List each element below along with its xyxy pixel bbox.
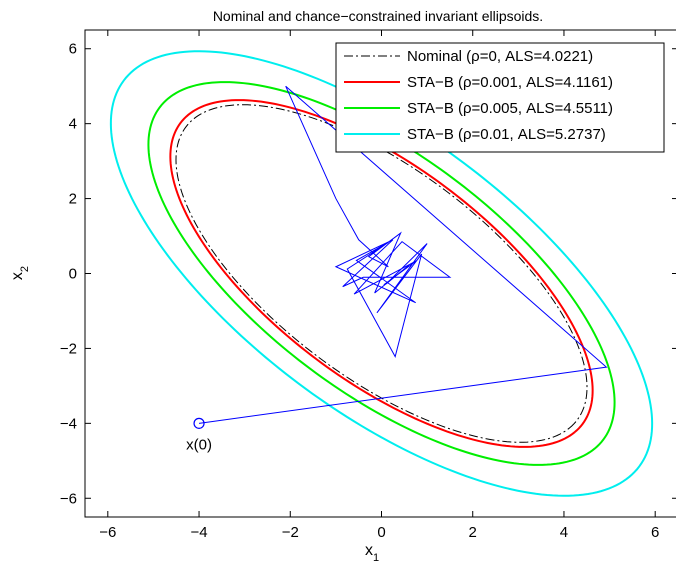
y-axis-label: x2: [9, 266, 31, 280]
legend: Nominal (ρ=0, ALS=4.0221) STA−B (ρ=0.001,…: [335, 42, 665, 153]
y-tick-label: 2: [69, 191, 77, 208]
start-point-marker: [193, 417, 205, 429]
x-tick-label: −4: [190, 524, 207, 541]
legend-label: STA−B (ρ=0.01, ALS=5.2737): [407, 126, 606, 143]
chart-title: Nominal and chance−constrained invariant…: [213, 8, 543, 24]
y-axis-label-base: x: [9, 272, 26, 280]
y-tick-label: −4: [60, 415, 77, 432]
x-tick-label: −2: [282, 524, 299, 541]
y-tick-label: 6: [69, 41, 77, 58]
x-axis-label-subscript: 1: [373, 552, 379, 564]
y-tick-label: 4: [69, 116, 77, 133]
x-tick-label: −6: [99, 524, 116, 541]
y-axis-label-group: x2: [9, 266, 31, 280]
axis-ticks: [85, 30, 676, 517]
y-tick-label: 0: [69, 266, 77, 283]
plot-curves: x(0): [109, 50, 654, 497]
y-tick-labels: −6 −4 −2 0 2 4 6: [60, 41, 77, 508]
legend-label: Nominal (ρ=0, ALS=4.0221): [407, 48, 593, 65]
series-line: [109, 50, 654, 497]
x-tick-label: 6: [651, 524, 659, 541]
x-tick-label: 4: [560, 524, 568, 541]
trajectory-line: [198, 85, 608, 424]
x-tick-label: 2: [469, 524, 477, 541]
start-point-label: x(0): [186, 436, 212, 453]
y-axis-label-subscript: 2: [19, 266, 31, 272]
y-tick-label: −6: [60, 490, 77, 507]
series-line: [169, 99, 594, 448]
legend-label: STA−B (ρ=0.005, ALS=4.5511): [407, 100, 613, 117]
x-tick-labels: −6 −4 −2 0 2 4 6: [99, 524, 659, 541]
x-axis-label-base: x: [365, 542, 373, 559]
legend-label: STA−B (ρ=0.001, ALS=4.1161): [407, 74, 613, 91]
y-tick-label: −2: [60, 340, 77, 357]
x-tick-label: 0: [377, 524, 385, 541]
x-axis-label: x1: [365, 542, 379, 564]
series-line: [147, 81, 616, 466]
